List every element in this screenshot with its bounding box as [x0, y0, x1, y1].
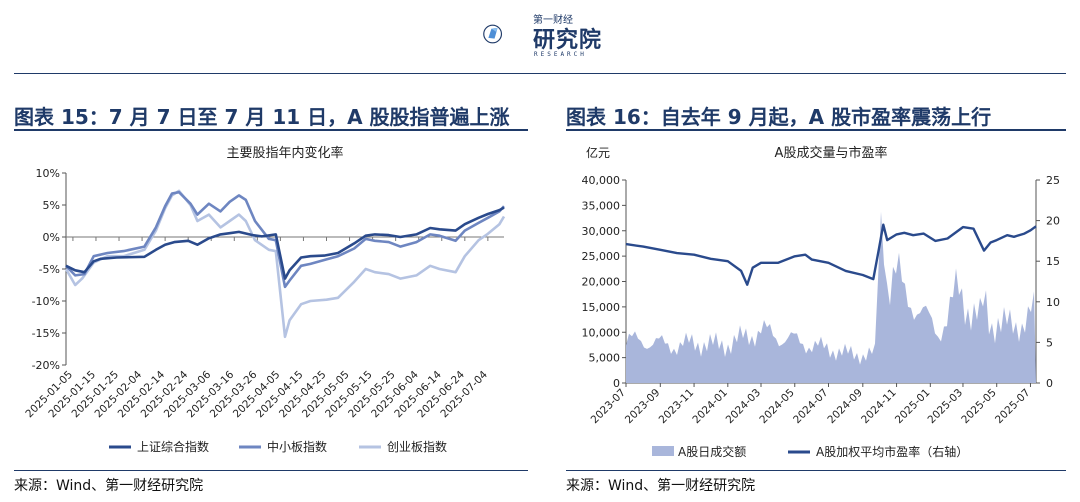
header-divider [14, 73, 1066, 74]
left-figure-title: 图表 15：7 月 7 日至 7 月 11 日，A 股股指普遍上涨 [14, 105, 510, 129]
y-tick-label: -10% [32, 295, 60, 308]
y-tick-label: 15,000 [582, 301, 621, 314]
y2-tick-label: 25 [1046, 174, 1060, 187]
y-tick-label: 30,000 [582, 225, 621, 238]
right-bottom-divider [566, 470, 1066, 471]
logo-ring [483, 24, 503, 44]
y-tick-label: 20,000 [582, 276, 621, 289]
logo-sub-text: RESEARCH [534, 51, 587, 58]
x-tick-label: 2024-01 [690, 387, 730, 427]
y-tick-label: -20% [32, 359, 60, 372]
left-source-note: 来源：Wind、第一财经研究院 [14, 478, 204, 494]
y-tick-label: 25,000 [582, 250, 621, 263]
series-line-0 [65, 206, 505, 280]
series-line-2 [64, 189, 506, 339]
y2-tick-label: 15 [1046, 255, 1060, 268]
logo-main-text: 研究院 [533, 28, 603, 53]
x-tick-label: 2025-07 [993, 387, 1033, 427]
y2-tick-label: 0 [1046, 377, 1053, 390]
research-institute-logo-icon [483, 24, 503, 44]
x-tick-label: 2025-03 [926, 387, 966, 427]
y-axis-unit-label: 亿元 [586, 145, 610, 160]
pe-ratio-line [625, 223, 1037, 286]
legend-label-0: A股日成交额 [678, 444, 746, 459]
right-source-note: 来源：Wind、第一财经研究院 [566, 478, 756, 494]
y-tick-label: -15% [32, 327, 60, 340]
left-bottom-divider [14, 470, 528, 471]
x-tick-label: 2023-09 [623, 387, 663, 427]
x-tick-label: 2024-09 [825, 387, 865, 427]
y2-tick-label: 5 [1046, 336, 1053, 349]
x-tick-label: 2024-11 [859, 387, 899, 427]
y-tick-label: 0% [43, 231, 60, 244]
y-tick-label: 5,000 [589, 352, 621, 365]
right-figure-title: 图表 16：自去年 9 月起，A 股市盈率震荡上行 [566, 105, 992, 129]
stock-index-change-chart: 主要股指年内变化率10%5%0%-5%-10%-15%-20%2025-01-0… [23, 145, 506, 454]
legend-label-1: A股加权平均市盈率（右轴） [816, 444, 968, 459]
logo-top-text: 第一财经 [533, 15, 573, 26]
volume-area [626, 211, 1036, 383]
x-tick-label: 2023-11 [657, 387, 697, 427]
x-tick-label: 2025-01 [893, 387, 933, 427]
y2-tick-label: 20 [1046, 215, 1060, 228]
chart-title: 主要股指年内变化率 [226, 145, 343, 161]
x-tick-label: 2024-05 [757, 387, 797, 427]
y-tick-label: 0 [613, 377, 620, 390]
x-tick-label: 2024-07 [791, 387, 831, 427]
legend-swatch-0 [652, 446, 674, 456]
legend-label-2: 创业板指数 [387, 439, 447, 454]
right-title-underline [566, 129, 1066, 131]
y-tick-label: 5% [43, 199, 60, 212]
y-tick-label: 40,000 [582, 174, 621, 187]
legend-label-1: 中小板指数 [267, 439, 327, 454]
x-tick-label: 2024-03 [724, 387, 764, 427]
left-title-underline [14, 129, 528, 131]
y-tick-label: 10% [36, 167, 60, 180]
y2-tick-label: 10 [1046, 296, 1060, 309]
y-tick-label: -5% [39, 263, 60, 276]
volume-pe-chart: A股成交量与市盈率 亿元 40,000 35,000 30,000 25,000 20,00… [582, 145, 1061, 459]
x-tick-label: 2023-07 [589, 387, 629, 427]
chart-title: A股成交量与市盈率 [775, 145, 888, 161]
y-tick-label: 10,000 [582, 326, 621, 339]
y-tick-label: 35,000 [582, 199, 621, 212]
x-tick-label: 2025-05 [959, 387, 999, 427]
legend-label-0: 上证综合指数 [137, 439, 209, 454]
